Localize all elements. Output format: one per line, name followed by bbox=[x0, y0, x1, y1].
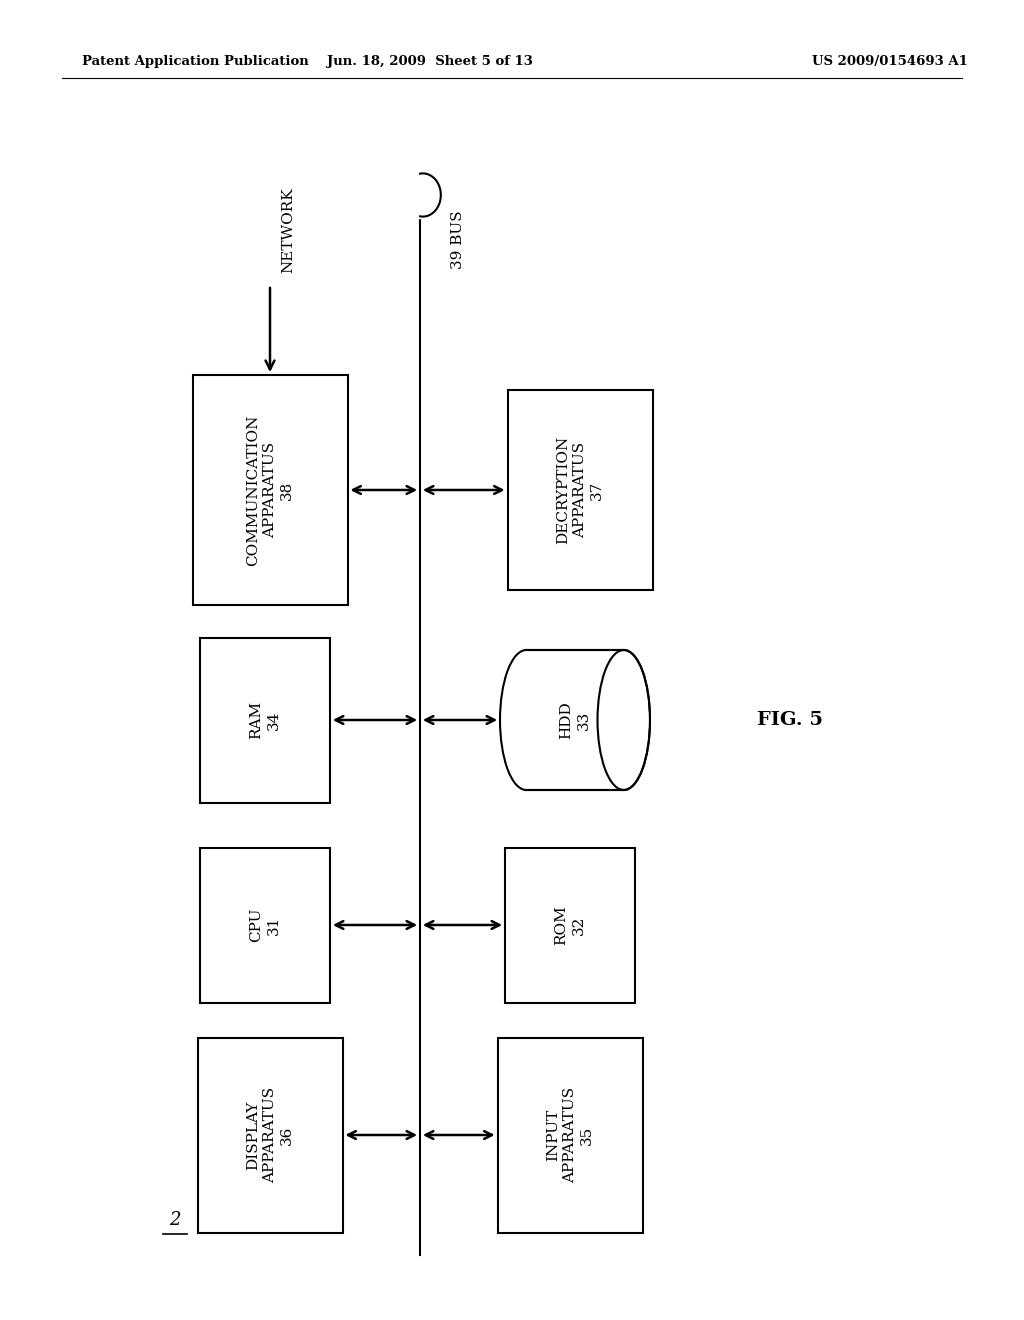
Text: DISPLAY
APPARATUS
36: DISPLAY APPARATUS 36 bbox=[246, 1086, 294, 1183]
Text: US 2009/0154693 A1: US 2009/0154693 A1 bbox=[812, 55, 968, 69]
Ellipse shape bbox=[597, 649, 650, 789]
Text: RAM
34: RAM 34 bbox=[250, 701, 281, 739]
Text: HDD
33: HDD 33 bbox=[559, 701, 591, 739]
Text: INPUT
APPARATUS
35: INPUT APPARATUS 35 bbox=[546, 1086, 594, 1183]
Bar bbox=[526, 649, 625, 791]
Text: NETWORK: NETWORK bbox=[281, 187, 295, 273]
Text: Jun. 18, 2009  Sheet 5 of 13: Jun. 18, 2009 Sheet 5 of 13 bbox=[327, 55, 532, 69]
Text: COMMUNICATION
APPARATUS
38: COMMUNICATION APPARATUS 38 bbox=[246, 414, 294, 566]
Ellipse shape bbox=[500, 649, 553, 789]
Bar bbox=[505, 847, 635, 1002]
Text: ROM
32: ROM 32 bbox=[554, 906, 586, 945]
Bar bbox=[193, 375, 347, 605]
Text: DECRYPTION
APPARATUS
37: DECRYPTION APPARATUS 37 bbox=[556, 436, 604, 544]
Bar bbox=[198, 1038, 342, 1233]
Text: Patent Application Publication: Patent Application Publication bbox=[82, 55, 309, 69]
Text: 39 BUS: 39 BUS bbox=[451, 211, 465, 269]
Text: 2: 2 bbox=[169, 1210, 181, 1229]
Text: FIG. 5: FIG. 5 bbox=[757, 711, 823, 729]
Bar bbox=[508, 389, 652, 590]
Bar bbox=[200, 847, 330, 1002]
Bar bbox=[200, 638, 330, 803]
Text: CPU
31: CPU 31 bbox=[250, 908, 281, 942]
Bar bbox=[526, 649, 624, 789]
Bar bbox=[498, 1038, 642, 1233]
